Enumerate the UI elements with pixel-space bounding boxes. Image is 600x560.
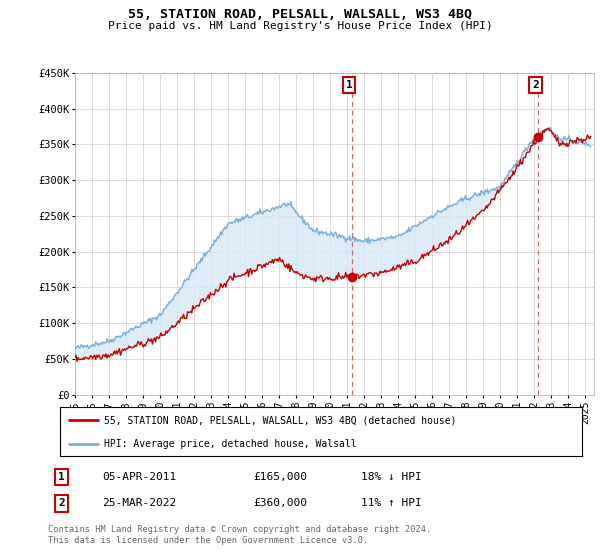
Text: £360,000: £360,000 [253, 498, 307, 508]
Text: Price paid vs. HM Land Registry's House Price Index (HPI): Price paid vs. HM Land Registry's House … [107, 21, 493, 31]
Text: £165,000: £165,000 [253, 472, 307, 482]
Text: HPI: Average price, detached house, Walsall: HPI: Average price, detached house, Wals… [104, 439, 357, 449]
Text: 55, STATION ROAD, PELSALL, WALSALL, WS3 4BQ (detached house): 55, STATION ROAD, PELSALL, WALSALL, WS3 … [104, 416, 457, 426]
Text: 55, STATION ROAD, PELSALL, WALSALL, WS3 4BQ: 55, STATION ROAD, PELSALL, WALSALL, WS3 … [128, 8, 472, 21]
Text: 05-APR-2011: 05-APR-2011 [102, 472, 176, 482]
Text: 1: 1 [346, 80, 352, 90]
Text: 11% ↑ HPI: 11% ↑ HPI [361, 498, 422, 508]
Text: 2: 2 [58, 498, 65, 508]
Text: 1: 1 [58, 472, 65, 482]
Text: 25-MAR-2022: 25-MAR-2022 [102, 498, 176, 508]
Text: 2: 2 [532, 80, 539, 90]
Text: Contains HM Land Registry data © Crown copyright and database right 2024.
This d: Contains HM Land Registry data © Crown c… [48, 525, 431, 545]
Text: 18% ↓ HPI: 18% ↓ HPI [361, 472, 422, 482]
